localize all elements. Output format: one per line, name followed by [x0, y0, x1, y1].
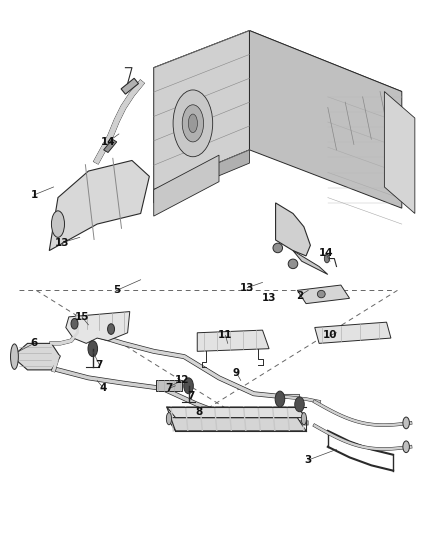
Ellipse shape	[403, 417, 410, 429]
Ellipse shape	[184, 378, 193, 394]
Text: 7: 7	[187, 391, 194, 401]
Text: 14: 14	[318, 248, 333, 259]
Ellipse shape	[403, 441, 410, 453]
Ellipse shape	[11, 344, 18, 369]
Ellipse shape	[51, 211, 64, 237]
Polygon shape	[315, 322, 391, 343]
Ellipse shape	[88, 341, 98, 357]
Text: 12: 12	[175, 375, 189, 385]
Polygon shape	[197, 330, 269, 351]
Polygon shape	[154, 155, 219, 216]
Text: 10: 10	[323, 330, 337, 341]
Text: 4: 4	[100, 383, 107, 393]
Polygon shape	[104, 139, 117, 152]
Text: 14: 14	[101, 137, 115, 147]
Polygon shape	[167, 418, 306, 431]
Text: 6: 6	[30, 338, 38, 349]
Polygon shape	[167, 407, 306, 418]
Polygon shape	[250, 30, 402, 208]
Text: 13: 13	[262, 293, 276, 303]
Text: 15: 15	[74, 312, 89, 322]
Polygon shape	[154, 30, 250, 190]
Ellipse shape	[166, 413, 172, 425]
Text: 9: 9	[233, 368, 240, 377]
Ellipse shape	[301, 413, 307, 425]
Text: 5: 5	[113, 285, 120, 295]
Polygon shape	[297, 285, 350, 304]
Ellipse shape	[318, 290, 325, 298]
Ellipse shape	[295, 397, 304, 412]
Ellipse shape	[108, 324, 115, 334]
Polygon shape	[49, 160, 149, 251]
Polygon shape	[385, 92, 415, 214]
Polygon shape	[276, 203, 311, 256]
Ellipse shape	[273, 243, 283, 253]
Text: 2: 2	[296, 290, 303, 301]
Polygon shape	[66, 312, 130, 343]
Ellipse shape	[188, 114, 198, 133]
Text: 3: 3	[304, 455, 312, 465]
Polygon shape	[154, 150, 250, 203]
Polygon shape	[293, 251, 328, 274]
Ellipse shape	[288, 259, 298, 269]
Ellipse shape	[182, 105, 204, 142]
Text: 7: 7	[95, 360, 103, 369]
Text: 11: 11	[218, 330, 233, 341]
Text: 13: 13	[240, 282, 254, 293]
Ellipse shape	[275, 391, 285, 407]
Ellipse shape	[173, 90, 213, 157]
Text: 1: 1	[30, 190, 38, 200]
Ellipse shape	[71, 318, 78, 329]
Polygon shape	[121, 78, 138, 94]
Polygon shape	[12, 343, 60, 370]
Polygon shape	[156, 381, 182, 391]
Text: 7: 7	[165, 383, 173, 393]
Text: 8: 8	[196, 407, 203, 417]
Polygon shape	[154, 30, 402, 131]
Ellipse shape	[324, 254, 329, 263]
Text: 13: 13	[55, 238, 70, 248]
